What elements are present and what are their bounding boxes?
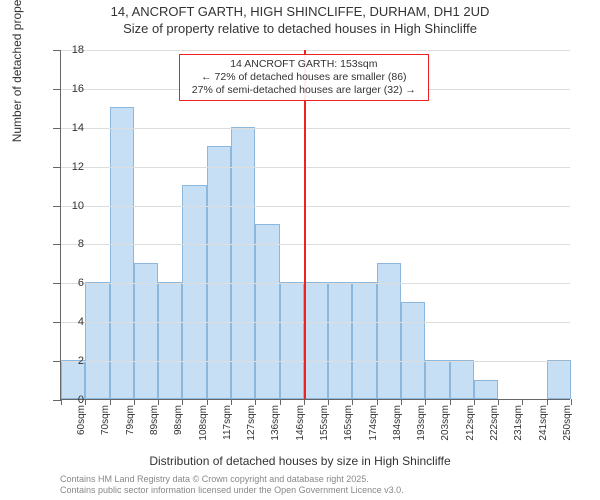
x-tick <box>474 399 475 405</box>
histogram-bar <box>110 107 134 399</box>
histogram-bar <box>425 360 449 399</box>
x-tick-label: 231sqm <box>513 405 524 455</box>
x-tick <box>328 399 329 405</box>
histogram-bar <box>158 282 182 399</box>
gridline <box>61 361 570 362</box>
x-tick-label: 155sqm <box>319 405 330 455</box>
x-tick-label: 127sqm <box>246 405 257 455</box>
gridline <box>61 128 570 129</box>
y-tick-label: 2 <box>54 355 84 367</box>
x-tick-label: 212sqm <box>465 405 476 455</box>
x-tick-label: 174sqm <box>368 405 379 455</box>
x-tick-label: 70sqm <box>100 405 111 455</box>
gridline <box>61 322 570 323</box>
annotation-line: 27% of semi-detached houses are larger (… <box>186 84 422 97</box>
x-tick-label: 165sqm <box>343 405 354 455</box>
annotation-line: ← 72% of detached houses are smaller (86… <box>186 71 422 84</box>
x-tick <box>280 399 281 405</box>
x-tick-label: 117sqm <box>222 405 233 455</box>
histogram-bar <box>450 360 474 399</box>
chart-container: 14, ANCROFT GARTH, HIGH SHINCLIFFE, DURH… <box>0 0 600 500</box>
x-tick-label: 184sqm <box>392 405 403 455</box>
x-tick <box>547 399 548 405</box>
title-line-2: Size of property relative to detached ho… <box>0 21 600 38</box>
histogram-bar <box>85 282 109 399</box>
x-tick-label: 203sqm <box>440 405 451 455</box>
gridline <box>61 167 570 168</box>
x-tick <box>207 399 208 405</box>
histogram-bar <box>401 302 425 399</box>
x-tick-label: 193sqm <box>416 405 427 455</box>
attribution-line-1: Contains HM Land Registry data © Crown c… <box>60 474 404 485</box>
reference-line <box>304 50 306 399</box>
x-tick <box>401 399 402 405</box>
x-tick <box>377 399 378 405</box>
title-line-1: 14, ANCROFT GARTH, HIGH SHINCLIFFE, DURH… <box>0 4 600 21</box>
x-tick-label: 222sqm <box>489 405 500 455</box>
histogram-bar <box>182 185 206 399</box>
plot-area: 60sqm70sqm79sqm89sqm98sqm108sqm117sqm127… <box>60 50 570 400</box>
x-tick <box>134 399 135 405</box>
x-tick <box>522 399 523 405</box>
y-tick-label: 10 <box>54 200 84 212</box>
histogram-bar <box>352 282 376 399</box>
gridline <box>61 283 570 284</box>
histogram-bar <box>280 282 304 399</box>
x-tick <box>498 399 499 405</box>
histogram-bar <box>304 282 328 399</box>
x-tick-label: 146sqm <box>295 405 306 455</box>
x-axis-label: Distribution of detached houses by size … <box>0 454 600 468</box>
x-tick <box>425 399 426 405</box>
y-tick-label: 4 <box>54 316 84 328</box>
histogram-bar <box>547 360 571 399</box>
annotation-box: 14 ANCROFT GARTH: 153sqm← 72% of detache… <box>179 54 429 101</box>
y-tick-label: 0 <box>54 394 84 406</box>
annotation-line: 14 ANCROFT GARTH: 153sqm <box>186 58 422 71</box>
y-tick-label: 12 <box>54 161 84 173</box>
gridline <box>61 244 570 245</box>
histogram-bar <box>474 380 498 399</box>
histogram-bar <box>255 224 279 399</box>
x-tick <box>255 399 256 405</box>
x-tick-label: 60sqm <box>76 405 87 455</box>
x-tick-label: 98sqm <box>173 405 184 455</box>
x-tick <box>352 399 353 405</box>
histogram-bar <box>328 282 352 399</box>
x-tick <box>450 399 451 405</box>
y-tick-label: 6 <box>54 277 84 289</box>
x-tick <box>231 399 232 405</box>
x-tick <box>182 399 183 405</box>
bars-layer <box>61 50 570 399</box>
x-tick <box>85 399 86 405</box>
x-tick-label: 79sqm <box>125 405 136 455</box>
attribution-line-2: Contains public sector information licen… <box>60 485 404 496</box>
gridline <box>61 206 570 207</box>
x-tick <box>110 399 111 405</box>
x-tick <box>571 399 572 405</box>
y-axis-label: Number of detached properties <box>10 0 24 142</box>
y-tick-label: 8 <box>54 238 84 250</box>
x-tick <box>304 399 305 405</box>
y-tick-label: 14 <box>54 122 84 134</box>
x-tick-label: 108sqm <box>198 405 209 455</box>
y-tick-label: 18 <box>54 44 84 56</box>
y-tick-label: 16 <box>54 83 84 95</box>
attribution: Contains HM Land Registry data © Crown c… <box>60 474 404 496</box>
x-tick-label: 89sqm <box>149 405 160 455</box>
chart-title: 14, ANCROFT GARTH, HIGH SHINCLIFFE, DURH… <box>0 4 600 38</box>
x-tick-label: 136sqm <box>270 405 281 455</box>
x-tick-label: 241sqm <box>538 405 549 455</box>
x-tick-label: 250sqm <box>562 405 573 455</box>
gridline <box>61 50 570 51</box>
x-tick <box>158 399 159 405</box>
